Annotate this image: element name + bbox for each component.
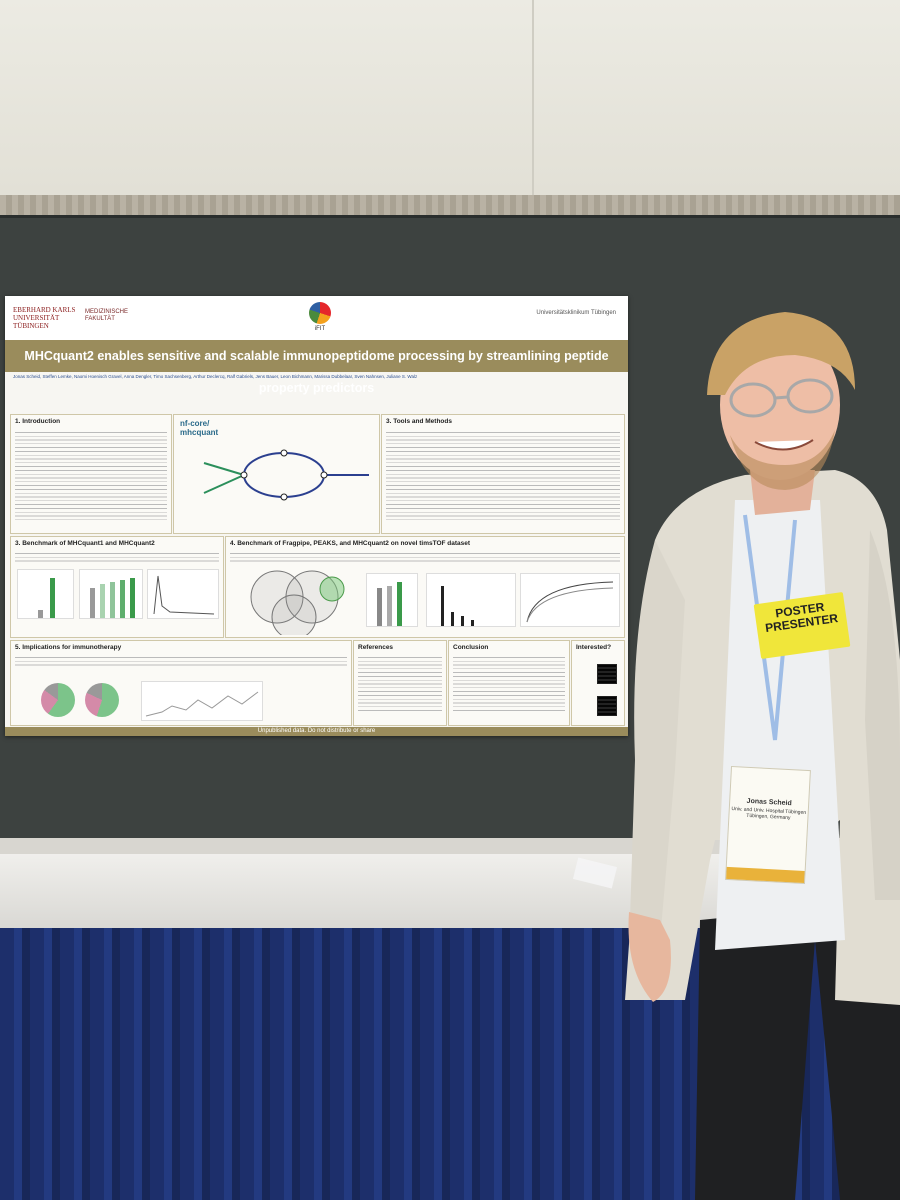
benchmark1-line: [153, 575, 215, 615]
tools-section: 3. Tools and Methods: [381, 414, 625, 534]
benchmark1-text: [15, 550, 219, 564]
bar: [461, 616, 464, 626]
bar: [130, 578, 135, 618]
interested-heading: Interested?: [576, 644, 612, 651]
workflow-figure: nf-core/ mhcquant: [173, 414, 380, 534]
implications-heading: 5. Implications for immunotherapy: [15, 644, 122, 651]
conclusion-section: Conclusion: [448, 640, 570, 726]
bar: [110, 582, 115, 618]
implications-line-chart: [141, 681, 263, 721]
upset-plot: [426, 573, 516, 627]
bar: [50, 578, 55, 618]
ifit-logo-label: iFIT: [314, 326, 326, 332]
benchmark1-chart-a: [17, 569, 74, 619]
faculty-logo: MEDIZINISCHE FAKULTÄT: [85, 309, 129, 322]
intro-section: 1. Introduction: [10, 414, 172, 534]
interested-section: Interested?: [571, 640, 625, 726]
bar: [377, 588, 382, 626]
tools-text: [386, 429, 620, 521]
bar: [100, 584, 105, 618]
wall-seam: [532, 0, 534, 195]
benchmark1-chart-c: [147, 569, 219, 619]
poster: EBERHARD KARLS UNIVERSITÄT TÜBINGEN MEDI…: [5, 296, 628, 736]
intro-text: [15, 429, 167, 521]
bar: [397, 582, 402, 626]
hospital-logo: Universitätsklinikum Tübingen: [536, 310, 616, 316]
university-logo: EBERHARD KARLS UNIVERSITÄT TÜBINGEN: [13, 306, 76, 330]
qr-code-icon: [597, 664, 617, 684]
pie-chart-cll: [41, 683, 75, 717]
badge-strip: [726, 866, 805, 883]
workflow-diagram: [203, 449, 369, 501]
bar: [441, 586, 444, 626]
benchmark1-heading: 3. Benchmark of MHCquant1 and MHCquant2: [15, 540, 155, 547]
nfcore-logo: nf-core/ mhcquant: [180, 419, 219, 437]
presenter-person: [625, 312, 900, 1200]
implications-curves: [145, 691, 259, 717]
bar: [387, 586, 392, 626]
tools-heading: 3. Tools and Methods: [386, 418, 452, 425]
venn-diagram: [250, 570, 345, 635]
references-list: [358, 654, 442, 714]
qr-code-icon: [597, 696, 617, 716]
bar: [38, 610, 43, 618]
ifit-logo-icon: [309, 302, 331, 324]
conclusion-heading: Conclusion: [453, 644, 489, 651]
ifit-logo: iFIT: [285, 302, 355, 332]
references-section: References: [353, 640, 447, 726]
implications-section: 5. Implications for immunotherapy: [10, 640, 352, 726]
bar: [90, 588, 95, 618]
poster-footer: Unpublished data. Do not distribute or s…: [5, 727, 628, 736]
benchmark2-curves: [526, 581, 614, 623]
poster-header: EBERHARD KARLS UNIVERSITÄT TÜBINGEN MEDI…: [5, 296, 628, 340]
implications-text: [15, 654, 347, 668]
benchmark2-heading: 4. Benchmark of Fragpipe, PEAKS, and MHC…: [230, 540, 471, 547]
wall-molding: [0, 195, 900, 215]
benchmark1-section: 3. Benchmark of MHCquant1 and MHCquant2: [10, 536, 224, 638]
poster-authors: Jonas Scheid, Steffen Lemke, Naomi Hoeni…: [13, 374, 418, 379]
pie-chart-aml: [85, 683, 119, 717]
bar: [451, 612, 454, 626]
poster-title: MHCquant2 enables sensitive and scalable…: [5, 340, 628, 395]
bar: [471, 620, 474, 626]
benchmark2-bar-chart: [366, 573, 418, 627]
bar: [120, 580, 125, 618]
badge-affiliation: Univ. and Univ. Hospital Tübingen Tübing…: [731, 806, 807, 822]
benchmark2-line-chart: [520, 573, 620, 627]
benchmark2-section: 4. Benchmark of Fragpipe, PEAKS, and MHC…: [225, 536, 625, 638]
intro-heading: 1. Introduction: [15, 418, 61, 425]
conclusion-text: [453, 654, 565, 714]
wall: [0, 0, 900, 195]
benchmark2-text: [230, 550, 620, 564]
references-heading: References: [358, 644, 394, 651]
benchmark1-chart-b: [79, 569, 143, 619]
name-badge: Jonas Scheid Univ. and Univ. Hospital Tü…: [725, 765, 811, 885]
